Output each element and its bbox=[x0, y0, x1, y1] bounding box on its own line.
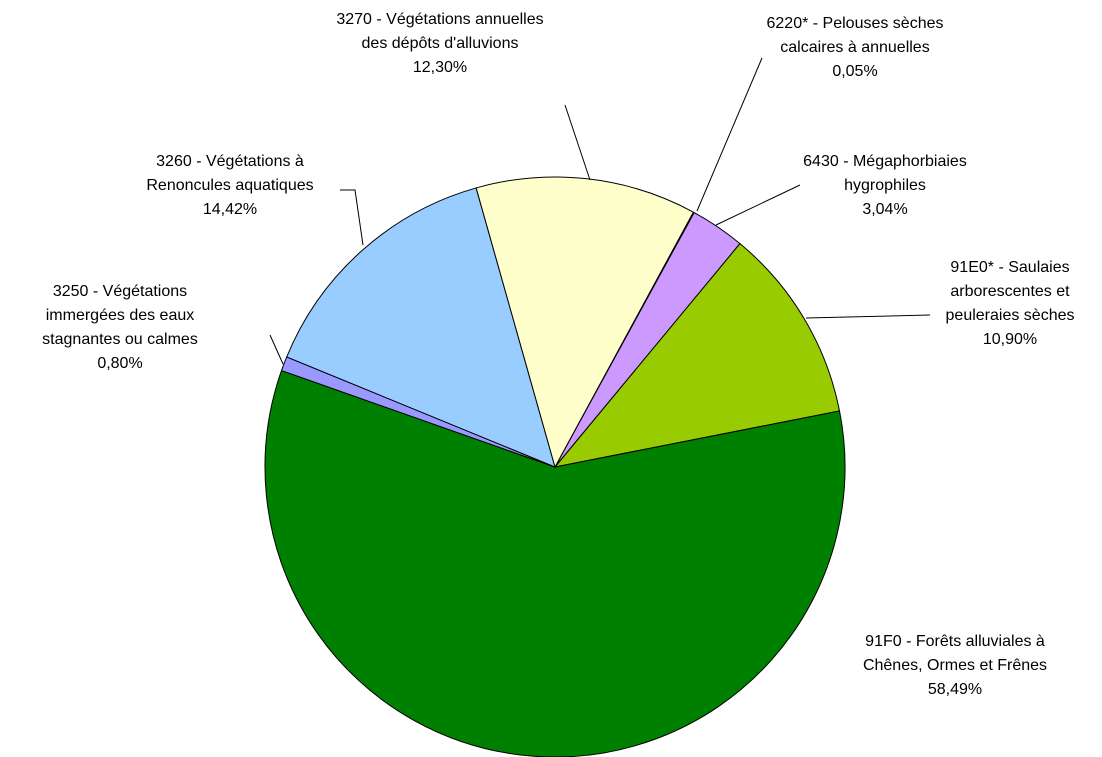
leader-line bbox=[805, 314, 931, 319]
slice-label: 6430 - Mégaphorbiaies hygrophiles 3,04% bbox=[785, 150, 985, 222]
slice-label: 91E0* - Saulaies arborescentes et peuler… bbox=[925, 256, 1095, 352]
category-label: 3250 - Végétations immergées des eaux st… bbox=[42, 283, 198, 348]
leader-line bbox=[564, 104, 591, 181]
value-label: 58,49% bbox=[927, 681, 983, 698]
slice-label: 3260 - Végétations à Renoncules aquatiqu… bbox=[115, 150, 345, 222]
pie-slice bbox=[475, 176, 695, 469]
leader-line bbox=[696, 57, 763, 212]
category-label: 91F0 - Forêts alluviales à Chênes, Ormes… bbox=[862, 633, 1048, 674]
leader-line bbox=[269, 334, 284, 365]
value-label: 0,80% bbox=[97, 355, 143, 372]
leader-line bbox=[340, 189, 364, 246]
slice-label: 3270 - Végétations annuelles des dépôts … bbox=[330, 8, 550, 80]
category-label: 6430 - Mégaphorbiaies hygrophiles bbox=[803, 153, 967, 194]
value-label: 3,04% bbox=[862, 201, 908, 218]
pie-slice bbox=[264, 369, 846, 757]
value-label: 14,42% bbox=[202, 201, 258, 218]
slice-label: 91F0 - Forêts alluviales à Chênes, Ormes… bbox=[855, 630, 1055, 702]
category-label: 3270 - Végétations annuelles des dépôts … bbox=[336, 11, 544, 52]
value-label: 10,90% bbox=[982, 331, 1038, 348]
value-label: 0,05% bbox=[832, 63, 878, 80]
value-label: 12,30% bbox=[412, 59, 468, 76]
slice-label: 6220* - Pelouses sèches calcaires à annu… bbox=[750, 12, 960, 84]
slice-label: 3250 - Végétations immergées des eaux st… bbox=[13, 280, 228, 376]
category-label: 91E0* - Saulaies arborescentes et peuler… bbox=[945, 259, 1075, 324]
category-label: 6220* - Pelouses sèches calcaires à annu… bbox=[766, 15, 944, 56]
category-label: 3260 - Végétations à Renoncules aquatiqu… bbox=[146, 153, 314, 194]
pie-slice bbox=[553, 242, 841, 468]
pie-slice bbox=[286, 187, 556, 468]
leader-line bbox=[715, 184, 801, 226]
